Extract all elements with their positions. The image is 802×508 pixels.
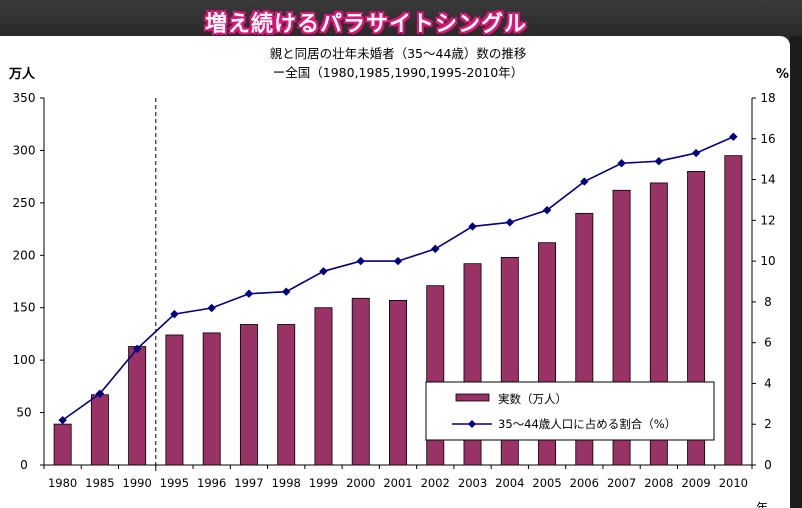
- x-tick-label: 2000: [346, 476, 375, 490]
- y-right-tick-label: 8: [764, 295, 772, 309]
- legend-swatch-marker: [468, 420, 476, 428]
- chart-title: 親と同居の壮年未婚者（35〜44歳）数の推移: [270, 46, 527, 61]
- combo-chart: 親と同居の壮年未婚者（35〜44歳）数の推移 ー全国（1980,1985,199…: [8, 46, 789, 508]
- y-left-tick-label: 200: [13, 248, 36, 262]
- x-tick-label: 1999: [309, 476, 338, 490]
- line-point: [132, 344, 142, 353]
- y-left-tick-label: 100: [13, 353, 36, 367]
- legend-label-bar: 実数（万人）: [498, 392, 567, 406]
- y-right-axis-label: %: [776, 67, 789, 82]
- bar: [314, 307, 333, 466]
- x-tick-label: 1995: [160, 476, 189, 490]
- line-point: [170, 309, 179, 319]
- line-point: [431, 244, 440, 254]
- x-tick-label: 2010: [719, 476, 748, 490]
- bar: [277, 324, 296, 466]
- legend: 実数（万人） 35〜44歳人口に占める割合（%）: [425, 381, 715, 441]
- banner-title: 増え続けるパラサイトシングル: [205, 12, 528, 37]
- chart-subtitle: ー全国（1980,1985,1990,1995-2010年）: [273, 65, 524, 80]
- bar: [165, 334, 184, 466]
- x-tick-label: 2005: [532, 476, 561, 490]
- line-point: [729, 132, 738, 141]
- y-left-axis-label: 万人: [8, 66, 36, 82]
- y-left-tick-label: 150: [13, 301, 36, 315]
- line-point: [468, 222, 477, 231]
- line-point: [244, 289, 254, 298]
- y-right-tick-label: 4: [764, 376, 772, 390]
- line-point: [580, 177, 589, 186]
- line-point: [654, 157, 664, 166]
- x-tick-label: 2004: [495, 476, 524, 490]
- x-tick-label: 2003: [458, 476, 487, 490]
- y-right-tick-label: 18: [760, 91, 775, 105]
- line-point: [691, 148, 701, 158]
- bar: [90, 394, 109, 466]
- bar: [389, 299, 407, 466]
- line-point: [356, 256, 365, 266]
- line-point: [58, 415, 67, 425]
- y-left-tick-label: 0: [20, 458, 28, 472]
- bar: [202, 332, 221, 466]
- y-right-tick-label: 2: [764, 417, 772, 431]
- line-point: [95, 389, 105, 398]
- y-right-tick-label: 6: [764, 336, 772, 350]
- x-unit-label: 年: [756, 501, 768, 508]
- bar: [351, 297, 370, 466]
- line-point: [282, 287, 291, 296]
- line-point: [542, 205, 552, 215]
- x-tick-label: 2009: [681, 476, 710, 490]
- y-left-tick-label: 350: [13, 91, 36, 105]
- chart-panel: 親と同居の壮年未婚者（35〜44歳）数の推移 ー全国（1980,1985,199…: [0, 36, 790, 508]
- legend-swatch-bar: [455, 393, 490, 402]
- x-tick-label: 1990: [123, 476, 152, 490]
- x-tick-label: 2002: [421, 476, 450, 490]
- legend-box: [425, 381, 715, 441]
- x-tick-label: 2001: [383, 476, 412, 490]
- right-edge: [790, 36, 802, 508]
- x-tick-label: 2008: [644, 476, 673, 490]
- y-right-tick-label: 0: [764, 458, 772, 472]
- x-tick-label: 1997: [234, 476, 263, 490]
- y-right-tick-label: 10: [760, 254, 775, 268]
- bar: [724, 155, 743, 466]
- line-point: [207, 303, 216, 313]
- x-tick-label: 1998: [272, 476, 301, 490]
- x-tick-label: 2006: [570, 476, 599, 490]
- x-tick-label: 1980: [48, 476, 77, 490]
- y-right-tick-label: 14: [760, 173, 775, 187]
- y-right-tick-label: 12: [760, 213, 775, 227]
- line-point: [505, 218, 514, 227]
- bar: [53, 423, 72, 466]
- x-tick-label: 2007: [607, 476, 636, 490]
- line-point: [319, 267, 328, 276]
- line-point: [617, 159, 626, 168]
- bar: [128, 346, 147, 466]
- y-left-tick-label: 250: [13, 196, 36, 210]
- bar: [239, 324, 258, 466]
- x-tick-label: 1985: [85, 476, 114, 490]
- x-tick-label: 1996: [197, 476, 226, 490]
- line-point: [393, 256, 403, 266]
- y-left-tick-label: 50: [16, 406, 31, 420]
- y-right-tick-label: 16: [760, 132, 775, 146]
- legend-label-line: 35〜44歳人口に占める割合（%）: [498, 417, 676, 431]
- y-left-tick-label: 300: [13, 143, 36, 157]
